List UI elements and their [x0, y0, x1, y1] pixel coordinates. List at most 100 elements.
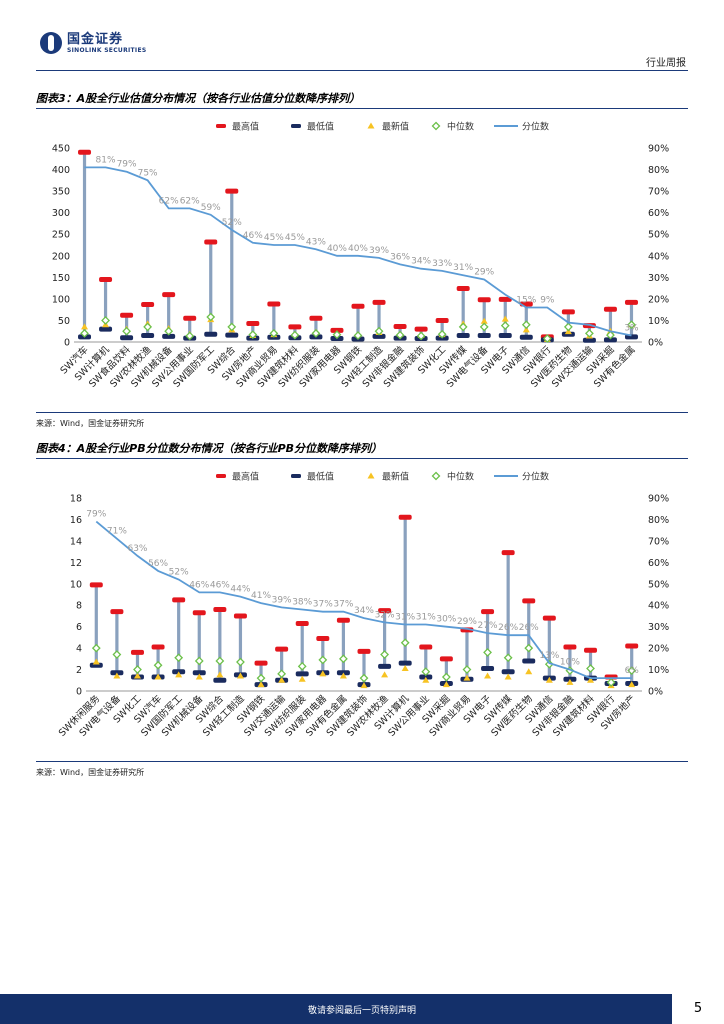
industry-group [603, 306, 617, 343]
industry-group [110, 609, 124, 679]
percentile-data-label: 34% [411, 257, 431, 267]
industry-group [357, 648, 371, 689]
industry-group [233, 613, 247, 679]
min-marker [213, 677, 227, 683]
percentile-data-label: 44% [230, 585, 250, 595]
median-marker [164, 326, 174, 336]
percentile-data-label: 52% [222, 218, 242, 228]
y-tick-label: 2 [76, 665, 82, 676]
latest-marker [587, 676, 595, 683]
max-marker [498, 296, 512, 302]
latest-marker [545, 676, 553, 683]
median-marker [112, 650, 122, 659]
industry-group [78, 149, 92, 340]
median-marker [269, 328, 279, 338]
latest-marker [504, 673, 512, 680]
median-marker [101, 316, 110, 325]
min-marker [225, 332, 239, 338]
max-marker [501, 550, 515, 556]
industry-group [604, 674, 618, 689]
min-marker [372, 333, 386, 339]
legend-latest-icon [367, 122, 375, 129]
min-marker [89, 662, 103, 668]
y-tick-label: 400 [52, 165, 70, 176]
y-tick-label: 6 [76, 622, 82, 633]
industry-group [456, 286, 470, 339]
legend-item-2: 最新值 [367, 471, 409, 483]
percentile-data-label: 34% [354, 606, 374, 616]
y2-tick-label: 90% [648, 494, 669, 505]
percentile-data-label: 41% [251, 591, 271, 601]
y2-tick-label: 80% [648, 165, 669, 176]
median-marker [277, 669, 287, 679]
y-tick-label: 12 [70, 558, 82, 569]
min-marker [192, 670, 206, 676]
figure4-bottom-divider [36, 761, 688, 762]
percentile-data-label: 32% [375, 610, 395, 620]
industry-group [267, 301, 281, 340]
latest-marker [216, 671, 224, 678]
percentile-line [84, 166, 632, 337]
median-marker [290, 330, 300, 340]
latest-marker [133, 672, 141, 679]
min-marker [99, 326, 113, 332]
median-marker [248, 330, 258, 340]
legend-median-icon [431, 471, 441, 481]
min-marker [522, 658, 536, 664]
legend-item-1: 最低值 [291, 121, 334, 133]
industry-group [522, 598, 536, 675]
median-marker [437, 329, 447, 339]
max-marker [110, 609, 124, 615]
median-marker [584, 328, 594, 338]
percentile-data-label: 79% [86, 510, 106, 520]
max-marker [141, 301, 155, 307]
legend-item-4: 分位数 [494, 121, 549, 133]
min-marker [141, 333, 155, 339]
percentile-data-label: 62% [180, 196, 200, 206]
y-tick-label: 350 [52, 187, 70, 198]
legend-item-0: 最高值 [216, 471, 259, 483]
latest-marker [463, 674, 471, 681]
industry-group [419, 644, 433, 683]
figure3-top-divider [36, 108, 688, 109]
max-marker [288, 324, 302, 330]
percentile-data-label: 63% [127, 544, 147, 554]
page-footer: 敬请参阅最后一页特别声明 5 [0, 994, 724, 1024]
y2-tick-label: 50% [648, 230, 669, 241]
logo-chinese-name: 国金证券 [67, 31, 124, 47]
percentile-data-label: 43% [306, 237, 326, 247]
legend-item-3: 中位数 [431, 121, 474, 133]
y-tick-label: 16 [70, 515, 82, 526]
max-marker [172, 597, 186, 603]
median-marker [194, 656, 204, 666]
latest-marker [484, 672, 492, 679]
percentile-data-label: 37% [313, 600, 333, 610]
latest-marker [81, 323, 89, 330]
max-marker [78, 149, 92, 155]
percentile-data-label: 37% [333, 600, 353, 610]
y2-tick-label: 50% [648, 579, 669, 590]
max-marker [414, 326, 428, 332]
y2-tick-label: 60% [648, 208, 669, 219]
median-marker [185, 331, 195, 341]
median-marker [256, 673, 266, 683]
median-marker [380, 650, 390, 659]
y-tick-label: 150 [52, 273, 70, 284]
y-tick-label: 14 [70, 536, 82, 547]
y2-tick-label: 40% [648, 251, 669, 262]
industry-group [99, 276, 113, 332]
industry-group [584, 647, 598, 683]
percentile-data-label: 59% [201, 203, 221, 213]
percentile-data-label: 36% [390, 252, 410, 262]
industry-group [393, 323, 407, 341]
percentile-data-label: 29% [457, 617, 477, 627]
y-tick-label: 250 [52, 230, 70, 241]
industry-group [246, 320, 260, 341]
median-marker [91, 643, 101, 653]
max-marker [213, 607, 227, 613]
industry-group [120, 312, 134, 341]
latest-marker [319, 670, 327, 677]
industry-group [540, 334, 554, 343]
max-marker [419, 644, 433, 650]
median-marker [374, 326, 384, 336]
